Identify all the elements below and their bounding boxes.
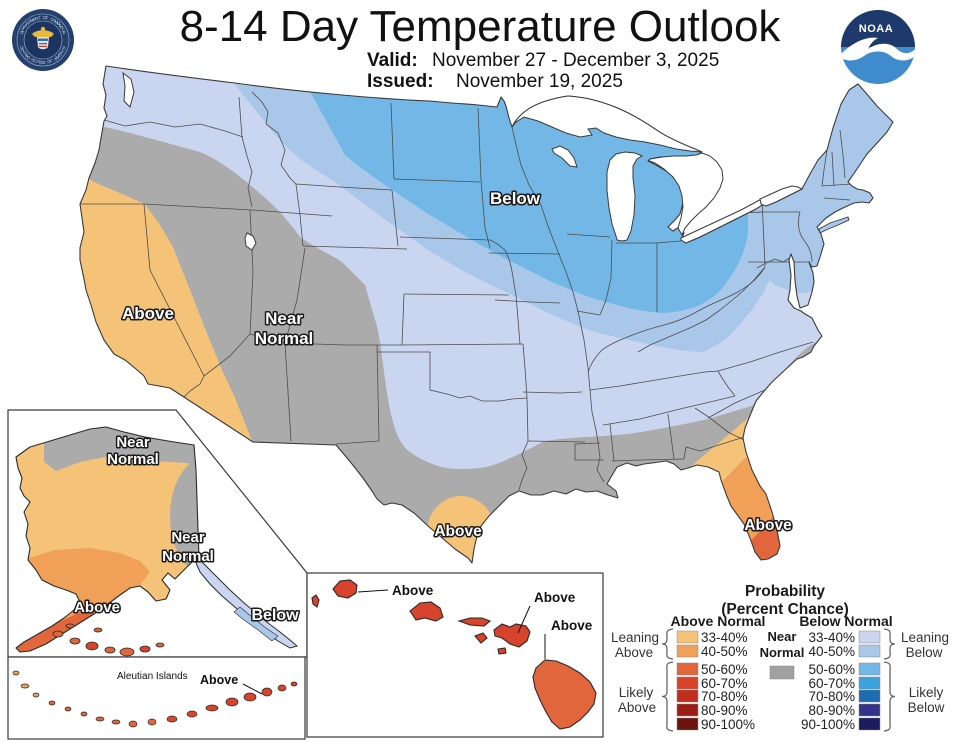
svg-text:Above: Above xyxy=(618,700,656,715)
svg-text:Normal: Normal xyxy=(107,451,159,468)
svg-text:E: E xyxy=(59,23,62,28)
svg-text:40-50%: 40-50% xyxy=(808,644,855,659)
svg-text:O: O xyxy=(53,18,57,23)
svg-text:Likely: Likely xyxy=(619,685,654,700)
svg-text:F: F xyxy=(46,15,49,20)
svg-text:C: C xyxy=(50,17,53,22)
svg-text:50-60%: 50-60% xyxy=(701,662,748,677)
svg-text:70-80%: 70-80% xyxy=(808,689,855,704)
svg-text:Aleutian Islands: Aleutian Islands xyxy=(117,671,188,682)
svg-text:R: R xyxy=(26,21,29,26)
svg-text:R: R xyxy=(60,25,63,30)
svg-text:E: E xyxy=(63,30,66,35)
svg-text:60-70%: 60-70% xyxy=(808,676,855,691)
svg-text:33-40%: 33-40% xyxy=(701,630,748,645)
svg-text:N: N xyxy=(35,16,38,21)
svg-text:E: E xyxy=(58,53,61,58)
svg-text:R: R xyxy=(59,51,62,56)
svg-text:E: E xyxy=(22,27,25,32)
svg-text:Above: Above xyxy=(392,583,434,598)
svg-text:90-100%: 90-100% xyxy=(701,717,755,732)
svg-text:Leaning: Leaning xyxy=(611,630,659,645)
svg-text:Below: Below xyxy=(908,700,945,715)
svg-text:Below Normal: Below Normal xyxy=(799,613,892,629)
svg-text:Above: Above xyxy=(122,304,174,323)
svg-text:Above: Above xyxy=(744,517,792,534)
svg-text:Near: Near xyxy=(265,309,303,328)
svg-text:Below: Below xyxy=(490,189,541,208)
svg-text:Below: Below xyxy=(251,607,299,624)
svg-text:Probability: Probability xyxy=(745,583,825,600)
svg-text:Normal: Normal xyxy=(760,645,805,660)
svg-text:Likely: Likely xyxy=(909,685,944,700)
svg-text:Normal: Normal xyxy=(162,548,214,565)
svg-text:Above: Above xyxy=(615,645,653,660)
svg-text:90-100%: 90-100% xyxy=(801,717,855,732)
svg-text:50-60%: 50-60% xyxy=(808,662,855,677)
svg-text:Above: Above xyxy=(74,599,120,616)
svg-text:Above: Above xyxy=(534,590,576,605)
svg-text:Above: Above xyxy=(551,618,593,633)
svg-text:Above: Above xyxy=(434,523,482,540)
svg-text:C: C xyxy=(62,27,65,32)
svg-text:S: S xyxy=(43,60,46,65)
svg-text:T: T xyxy=(24,51,27,56)
svg-text:Near: Near xyxy=(171,529,205,546)
svg-text:T: T xyxy=(38,60,41,65)
svg-text:I: I xyxy=(23,50,24,55)
svg-text:80-90%: 80-90% xyxy=(808,703,855,718)
svg-text:D: D xyxy=(27,55,30,60)
svg-text:T: T xyxy=(28,20,31,25)
svg-text:33-40%: 33-40% xyxy=(808,630,855,645)
svg-text:T: T xyxy=(34,59,37,64)
svg-text:M: M xyxy=(30,18,34,23)
svg-text:M: M xyxy=(55,20,59,25)
svg-text:A: A xyxy=(54,56,57,61)
svg-text:U: U xyxy=(20,45,23,50)
svg-text:T: T xyxy=(38,15,41,20)
svg-text:N: N xyxy=(21,47,24,52)
svg-text:E: E xyxy=(33,17,36,22)
svg-text:Near: Near xyxy=(768,629,797,644)
svg-text:O: O xyxy=(43,15,47,20)
svg-text:Leaning: Leaning xyxy=(901,630,949,645)
svg-text:O: O xyxy=(47,59,51,64)
svg-text:70-80%: 70-80% xyxy=(701,689,748,704)
svg-text:A: A xyxy=(24,23,27,28)
svg-text:(Percent Chance): (Percent Chance) xyxy=(721,601,848,618)
svg-text:I: I xyxy=(61,50,62,55)
svg-text:C: C xyxy=(62,47,65,52)
svg-text:A: A xyxy=(63,45,66,50)
svg-text:NOAA: NOAA xyxy=(859,23,893,35)
svg-text:Below: Below xyxy=(906,645,943,660)
svg-text:S: S xyxy=(31,58,34,63)
svg-text:E: E xyxy=(26,53,29,58)
svg-text:D: D xyxy=(20,30,23,35)
svg-text:60-70%: 60-70% xyxy=(701,676,748,691)
svg-text:Near: Near xyxy=(116,434,150,451)
svg-text:M: M xyxy=(56,55,60,60)
svg-text:Above: Above xyxy=(200,673,238,687)
svg-text:F: F xyxy=(50,59,53,64)
svg-text:80-90%: 80-90% xyxy=(701,703,748,718)
svg-text:P: P xyxy=(23,25,26,30)
svg-text:Normal: Normal xyxy=(255,329,314,348)
svg-text:40-50%: 40-50% xyxy=(701,644,748,659)
svg-text:Above Normal: Above Normal xyxy=(671,613,766,629)
svg-text:M: M xyxy=(57,21,61,26)
svg-text:E: E xyxy=(40,60,43,65)
svg-text:A: A xyxy=(36,59,39,64)
